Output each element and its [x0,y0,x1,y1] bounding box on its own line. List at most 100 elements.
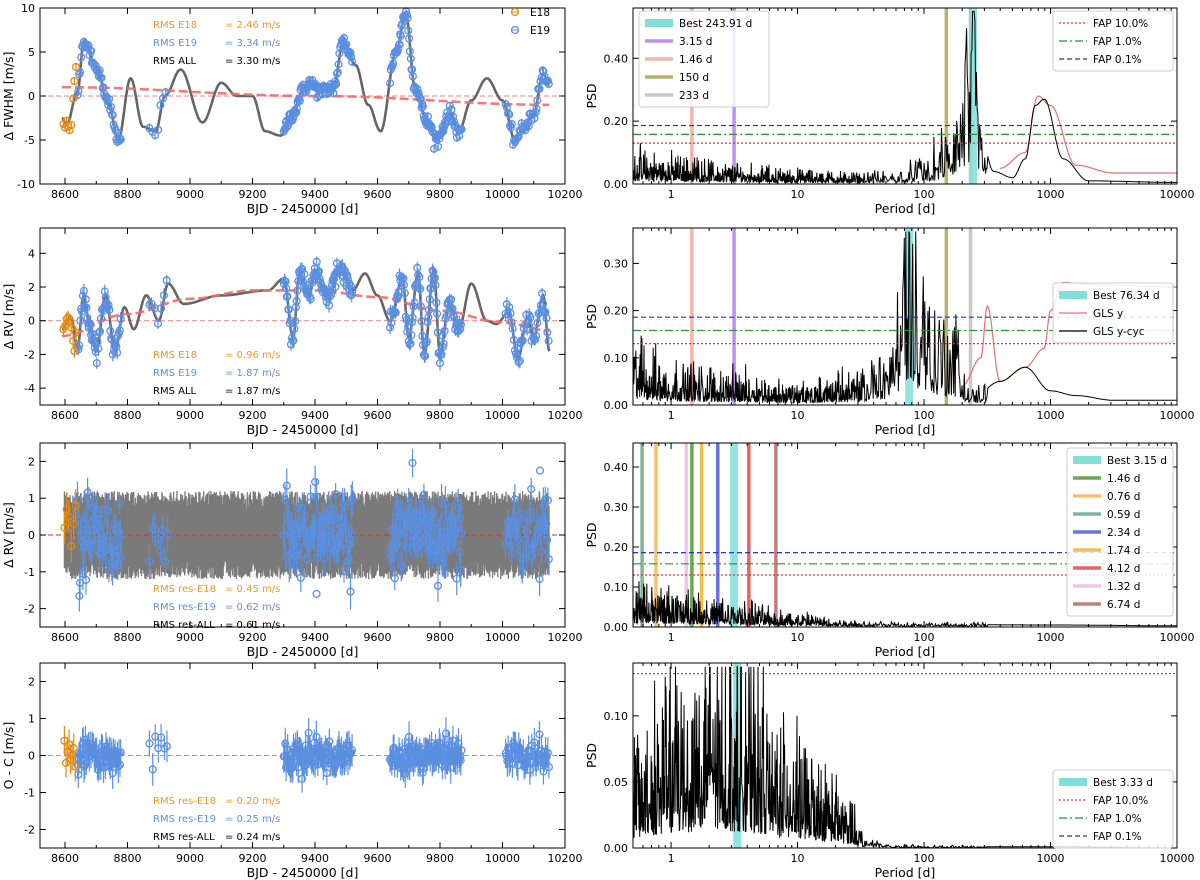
e19-point [538,289,547,298]
e19-point [76,316,85,325]
y-tick-label: 2 [28,676,35,689]
legend-box [638,10,770,108]
e19-point [348,286,357,295]
e19-point [406,54,415,63]
y-tick-label: 0.00 [604,842,629,855]
x-axis-label: Period [d] [875,865,936,880]
e19-point [522,553,531,562]
e19-point [346,281,355,290]
e19-point [402,10,411,19]
x-tick-label: 9000 [176,188,204,201]
e19-point [400,289,409,298]
x-tick-label: 10 [791,852,805,865]
e19-point [418,102,427,111]
e19-point [297,550,306,559]
x-tick-label: 8600 [51,409,79,422]
e19-point [509,335,518,344]
e19-point [282,284,291,293]
rms-label: RMS ALL [153,56,197,67]
x-tick-label: 10200 [548,852,583,865]
e19-point [429,507,438,516]
e19-point [116,314,125,324]
e19-point [345,534,354,544]
legend-label: 2.34 d [1107,527,1140,539]
e19-point [296,573,305,582]
e19-point [532,104,541,113]
e19-point [106,545,115,554]
e19-point [300,512,309,521]
e19-point [389,59,398,68]
e19-point [346,587,355,596]
x-axis-label: Period [d] [875,201,936,216]
rv-timeseries-panel: 8600 8800 9000 9200 9400 9600 9800 10000 10200 -4… [1,227,583,437]
e19-point [306,294,315,304]
e19-point [289,336,298,345]
e19-point [531,108,540,117]
e19-point [105,94,114,104]
e19-point [80,760,89,770]
x-tick-label: 100 [914,409,935,422]
e19-point [532,331,541,340]
x-tick-label: 9600 [364,852,392,865]
x-tick-label: 1 [668,852,675,865]
rms-value: = 1.87 m/s [225,386,280,397]
e19-point [527,485,536,494]
e19-point [110,520,119,529]
e19-point [543,496,553,505]
legend-label: E18 [530,7,550,19]
e19-point [160,744,169,753]
e19-point [101,293,110,302]
e19-point [530,738,539,747]
e19-point [456,756,465,765]
e19-point [87,46,96,56]
e19-point [336,264,345,274]
legend-label: GLS y-cyc [1093,326,1145,338]
axes-frame [632,662,1178,849]
e19-point [416,94,425,103]
e19-point [424,306,434,315]
e19-point [322,769,331,778]
rms-value: = 0.25 m/s [225,814,280,825]
x-tick-label: 10000 [485,631,520,644]
e19-point [544,336,553,346]
e19-point [390,574,399,583]
y-tick-label: 0.10 [604,352,629,365]
x-tick-label: 9000 [176,409,204,422]
e19-point [95,66,104,75]
x-tick-label: 8600 [51,188,79,201]
gls-curve [632,666,1177,850]
e19-point [542,752,551,761]
e19-point [285,561,294,570]
e19-point [389,553,398,562]
e19-point [419,764,428,773]
legend-label: 4.12 d [1107,563,1140,575]
e19-point [438,331,447,340]
e19-point [419,490,428,499]
e18-point [69,336,78,345]
x-tick-label: 1 [668,631,675,644]
legend-label: Best 76.34 d [1093,290,1160,302]
rms-value: = 0.20 m/s [225,796,280,807]
e19-point [398,275,407,284]
e19-point [331,282,340,291]
e19-point [544,762,553,772]
e19-point [115,134,124,143]
e19-point [456,565,465,574]
e19-point [96,314,106,323]
e19-point [543,748,552,757]
e19-point [452,574,461,583]
y-axis-label: Δ RV [m/s] [1,502,16,568]
e19-point [406,339,415,348]
rms-value: = 3.30 m/s [225,56,280,67]
e19-point [506,309,515,318]
y-tick-label: 0 [28,315,35,328]
e19-point [100,287,109,296]
e19-point [539,767,548,776]
e19-point [530,539,539,548]
e19-point [538,299,548,308]
e19-point [304,728,313,737]
e19-point [423,318,432,327]
e19-point [102,299,111,308]
e19-point [446,302,455,312]
e19-point [292,297,301,306]
